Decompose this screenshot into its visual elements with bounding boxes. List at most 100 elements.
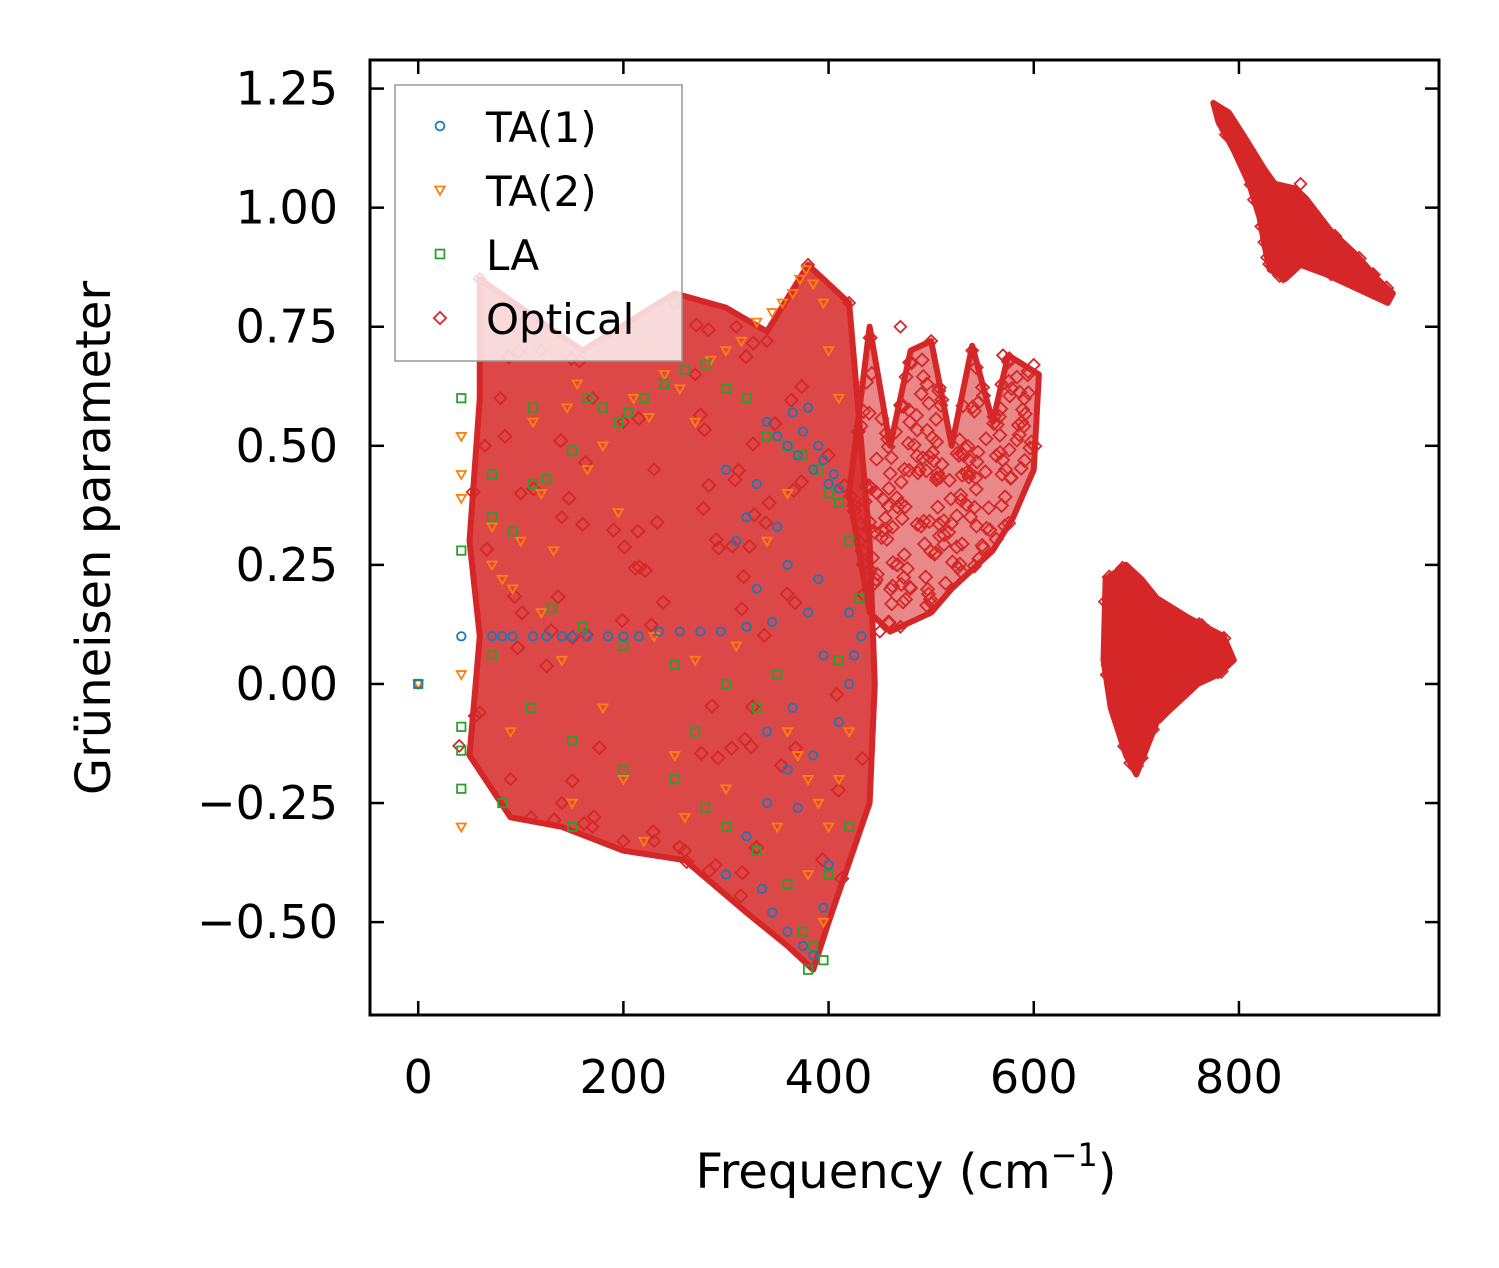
optical-point	[919, 422, 935, 439]
optical-point	[869, 566, 885, 582]
y-tick-label: 1.25	[236, 62, 338, 116]
optical-point	[924, 595, 939, 611]
optical-point	[655, 594, 671, 610]
optical-point	[928, 411, 944, 427]
la-point	[456, 545, 467, 556]
optical-point	[730, 462, 747, 479]
optical-point	[1202, 631, 1219, 648]
optical-point	[863, 480, 879, 497]
optical-point	[1276, 252, 1292, 268]
ta-1--point	[720, 464, 732, 475]
optical-point	[647, 833, 662, 849]
ta-1--point	[782, 764, 793, 775]
ta-2--point	[647, 632, 661, 643]
optical-point	[915, 368, 932, 385]
legend: TA(1) TA(2) LA Optical	[394, 84, 683, 362]
optical-point	[1309, 219, 1325, 235]
optical-point	[1319, 236, 1335, 252]
optical-point	[1156, 631, 1173, 647]
la-point	[597, 402, 608, 413]
ta-2--point	[555, 655, 569, 667]
ta-2--point	[668, 751, 681, 762]
ta-2--point	[596, 441, 610, 453]
ta-1--point	[818, 902, 829, 913]
optical-point	[901, 402, 917, 418]
optical-point	[858, 479, 874, 495]
ta-2--point	[799, 265, 813, 276]
optical-point	[978, 431, 994, 447]
la-point	[567, 821, 578, 832]
optical-point	[745, 335, 761, 351]
optical-point	[704, 698, 720, 714]
optical-point	[916, 513, 932, 529]
optical-point	[958, 497, 975, 513]
optical-point	[688, 317, 705, 333]
optical-point	[688, 367, 703, 382]
optical-point	[708, 857, 723, 873]
y-tick-label: 0.50	[236, 419, 338, 473]
ta-1--point	[782, 926, 793, 937]
optical-point	[1322, 229, 1338, 246]
ta-2--point	[485, 560, 499, 572]
optical-point	[846, 498, 862, 514]
optical-point	[852, 515, 869, 532]
optical-point	[637, 562, 654, 579]
optical-point	[952, 556, 968, 572]
ta-2--point	[719, 346, 733, 357]
optical-point	[678, 853, 695, 870]
ta-2--point	[514, 536, 527, 548]
ta-2--point	[455, 432, 468, 443]
ta-2--point	[765, 308, 779, 319]
la-point	[486, 469, 498, 480]
ta-1--point	[761, 726, 773, 737]
optical-point	[744, 699, 761, 715]
optical-point	[1158, 640, 1174, 657]
ta-2--point	[565, 798, 579, 810]
optical-point	[1293, 226, 1310, 243]
ta-2--point	[637, 836, 651, 848]
optical-point	[988, 531, 1005, 547]
optical-point	[941, 472, 958, 489]
optical-point	[546, 812, 562, 828]
optical-point	[1016, 418, 1032, 434]
optical-point	[921, 513, 938, 530]
la-point	[623, 407, 634, 418]
axes-frame	[368, 58, 1441, 1017]
optical-point	[1001, 350, 1018, 367]
optical-point	[921, 395, 937, 411]
optical-point	[1113, 563, 1130, 580]
ta-1--point	[751, 583, 762, 594]
optical-point	[574, 516, 591, 533]
optical-point	[937, 575, 954, 591]
ta-1--point	[844, 607, 855, 618]
optical-point	[875, 491, 892, 508]
ta-2--point	[786, 289, 799, 300]
ta-2--point	[504, 727, 517, 739]
optical-point	[1237, 142, 1253, 159]
ta-1--point	[787, 702, 798, 713]
optical-point	[696, 421, 713, 438]
optical-point	[881, 480, 897, 497]
la-point	[772, 669, 783, 680]
optical-point	[898, 369, 914, 385]
optical-point	[931, 379, 947, 396]
y-axis: −0.50 −0.25 0.00 0.25 0.50 0.75 1.00 1.25	[197, 62, 1439, 949]
optical-point	[1254, 188, 1271, 205]
optical-point	[741, 538, 758, 555]
legend-marker	[434, 120, 446, 132]
optical-point	[1300, 207, 1317, 224]
x-tick-label: 800	[1195, 1050, 1283, 1104]
optical-point	[936, 536, 952, 553]
optical-point	[975, 539, 991, 556]
optical-point	[1118, 582, 1135, 599]
optical-point	[1225, 119, 1241, 136]
optical-point	[943, 491, 959, 507]
ta-1--point	[741, 512, 752, 523]
optical-point	[1152, 708, 1169, 724]
ta-1--point	[633, 631, 644, 642]
la-point	[761, 431, 773, 442]
optical-point	[854, 543, 871, 559]
optical-point	[1134, 720, 1151, 736]
ta-1--point	[772, 521, 783, 532]
ta-2--point	[547, 546, 560, 558]
